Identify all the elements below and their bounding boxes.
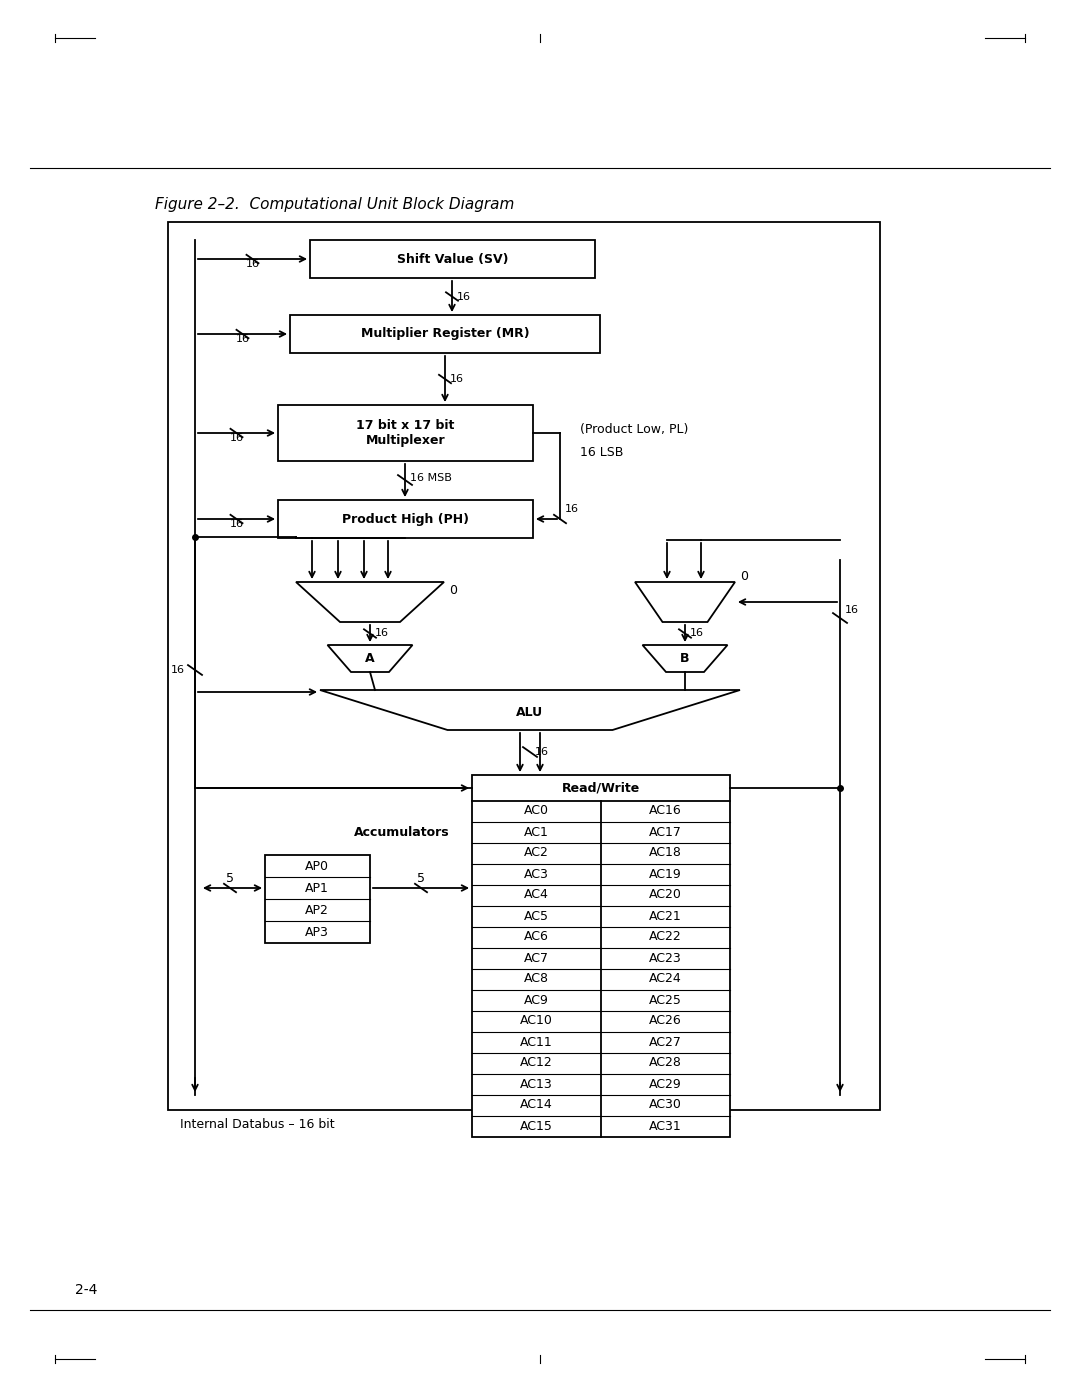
Text: AC12: AC12 xyxy=(519,1056,552,1070)
Text: 2-4: 2-4 xyxy=(75,1282,97,1296)
Text: AC8: AC8 xyxy=(524,972,549,985)
Text: AP3: AP3 xyxy=(305,925,329,939)
Text: AC14: AC14 xyxy=(519,1098,552,1112)
Text: AC1: AC1 xyxy=(524,826,549,838)
Text: AC10: AC10 xyxy=(519,1014,553,1028)
Bar xyxy=(265,855,370,943)
Text: AC17: AC17 xyxy=(649,826,681,838)
Text: (Product Low, PL): (Product Low, PL) xyxy=(580,423,688,436)
Text: AC31: AC31 xyxy=(649,1119,681,1133)
Text: AC7: AC7 xyxy=(524,951,549,964)
Text: 16: 16 xyxy=(845,605,859,615)
Text: AC13: AC13 xyxy=(519,1077,552,1091)
Text: 16: 16 xyxy=(235,334,249,344)
Bar xyxy=(278,405,534,461)
Text: 0: 0 xyxy=(449,584,457,597)
Text: AC16: AC16 xyxy=(649,805,681,817)
Text: Shift Value (SV): Shift Value (SV) xyxy=(396,253,509,265)
Text: AC25: AC25 xyxy=(649,993,681,1006)
Text: ALU: ALU xyxy=(516,705,543,718)
Text: AP2: AP2 xyxy=(305,904,329,916)
Text: 0: 0 xyxy=(740,570,748,584)
Text: AC5: AC5 xyxy=(524,909,549,922)
Text: Accumulators: Accumulators xyxy=(354,826,450,838)
Text: 16: 16 xyxy=(457,292,471,302)
Text: AC30: AC30 xyxy=(649,1098,681,1112)
Text: Multiplier Register (MR): Multiplier Register (MR) xyxy=(361,327,529,341)
Text: AP1: AP1 xyxy=(305,882,329,894)
Text: AP0: AP0 xyxy=(305,859,329,873)
Text: AC2: AC2 xyxy=(524,847,549,859)
Text: AC23: AC23 xyxy=(649,951,681,964)
Text: 16 MSB: 16 MSB xyxy=(410,474,451,483)
Text: 16: 16 xyxy=(229,520,243,529)
Text: AC6: AC6 xyxy=(524,930,549,943)
Polygon shape xyxy=(296,583,444,622)
Bar xyxy=(168,222,880,1111)
Polygon shape xyxy=(643,645,728,672)
Text: AC3: AC3 xyxy=(524,868,549,880)
Text: AC22: AC22 xyxy=(649,930,681,943)
Text: 16: 16 xyxy=(245,258,259,270)
Text: 16: 16 xyxy=(565,504,579,514)
Text: Internal Databus – 16 bit: Internal Databus – 16 bit xyxy=(180,1119,335,1132)
Bar xyxy=(291,314,600,353)
Text: AC18: AC18 xyxy=(649,847,681,859)
Text: 16: 16 xyxy=(171,665,185,675)
Text: 16: 16 xyxy=(450,374,464,384)
Text: 16: 16 xyxy=(375,629,389,638)
Text: 16: 16 xyxy=(535,747,549,757)
Text: AC28: AC28 xyxy=(649,1056,681,1070)
Polygon shape xyxy=(635,583,735,622)
Polygon shape xyxy=(327,645,413,672)
Text: AC11: AC11 xyxy=(519,1035,552,1049)
Text: AC29: AC29 xyxy=(649,1077,681,1091)
Text: 17 bit x 17 bit
Multiplexer: 17 bit x 17 bit Multiplexer xyxy=(356,419,455,447)
Text: 16: 16 xyxy=(690,629,704,638)
Text: AC20: AC20 xyxy=(649,888,681,901)
Text: A: A xyxy=(365,651,375,665)
Text: AC27: AC27 xyxy=(649,1035,681,1049)
Text: Product High (PH): Product High (PH) xyxy=(342,513,469,525)
Text: 5: 5 xyxy=(226,872,234,884)
Text: AC21: AC21 xyxy=(649,909,681,922)
Text: 16: 16 xyxy=(229,433,243,443)
Text: B: B xyxy=(680,651,690,665)
Bar xyxy=(472,775,730,1137)
Text: AC0: AC0 xyxy=(524,805,549,817)
Text: Figure 2–2.  Computational Unit Block Diagram: Figure 2–2. Computational Unit Block Dia… xyxy=(156,197,514,212)
Bar xyxy=(278,500,534,538)
Bar xyxy=(310,240,595,278)
Text: Read/Write: Read/Write xyxy=(562,781,640,795)
Text: AC15: AC15 xyxy=(519,1119,553,1133)
Text: AC9: AC9 xyxy=(524,993,549,1006)
Text: 16 LSB: 16 LSB xyxy=(580,446,623,458)
Text: AC24: AC24 xyxy=(649,972,681,985)
Polygon shape xyxy=(320,690,740,731)
Text: AC26: AC26 xyxy=(649,1014,681,1028)
Text: AC19: AC19 xyxy=(649,868,681,880)
Text: 5: 5 xyxy=(417,872,426,884)
Text: AC4: AC4 xyxy=(524,888,549,901)
